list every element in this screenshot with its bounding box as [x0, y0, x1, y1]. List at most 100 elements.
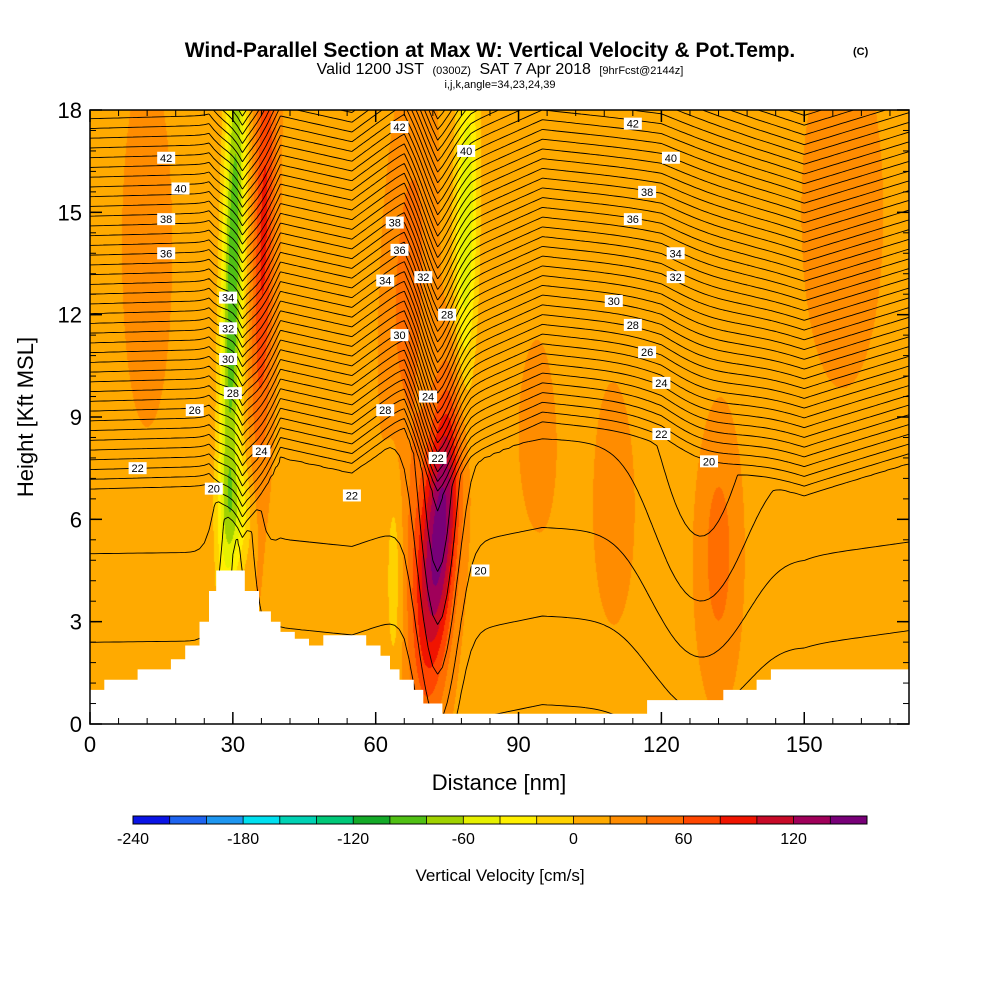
colorbar-swatch	[353, 816, 391, 824]
terrain-profile	[90, 570, 909, 724]
theta-label-text: 22	[655, 429, 667, 441]
theta-label-box	[638, 346, 657, 359]
theta-label-box	[390, 121, 409, 134]
colorbar-tick-label: -180	[227, 831, 259, 848]
theta-label-box	[390, 243, 409, 256]
chart-subtitle-grid: i,j,k,angle=34,23,24,39	[444, 79, 555, 91]
theta-label-box	[666, 247, 685, 260]
theta-contour-33.5	[90, 177, 909, 269]
theta-label: 28	[438, 308, 457, 322]
theta-label: 20	[700, 455, 719, 468]
theta-label: 38	[157, 213, 176, 226]
theta-contour-40	[213, 110, 823, 144]
theta-label-box	[638, 185, 657, 198]
colorbar-swatch	[610, 816, 648, 824]
colorbar-title: Vertical Velocity [cm/s]	[415, 866, 584, 885]
theta-contour-34	[90, 167, 909, 258]
colorbar-swatch	[133, 816, 171, 824]
colorbar-swatch	[463, 816, 501, 824]
theta-label-text: 36	[160, 248, 172, 260]
theta-label: 36	[623, 213, 642, 226]
y-axis-title: Height [Kft MSL]	[13, 337, 38, 497]
theta-label: 42	[623, 117, 642, 131]
y-tick-label: 0	[70, 712, 82, 737]
theta-label-text: 28	[379, 405, 391, 417]
colorbar-swatch	[756, 816, 795, 824]
theta-label: 30	[219, 353, 238, 366]
y-tick-label: 18	[58, 98, 82, 123]
theta-label-text: 42	[627, 119, 639, 131]
theta-label: 22	[652, 428, 671, 441]
theta-contour-32.5	[90, 197, 909, 290]
colorbar-swatch	[683, 816, 721, 824]
theta-label-box	[419, 390, 438, 403]
theta-label-text: 28	[227, 388, 239, 400]
theta-label-text: 38	[389, 218, 401, 230]
theta-label: 34	[219, 291, 238, 305]
theta-label-box	[385, 216, 404, 229]
theta-label-text: 24	[255, 446, 267, 458]
theta-label-text: 30	[393, 330, 405, 342]
x-axis-title: Distance [nm]	[432, 770, 567, 795]
theta-label: 22	[428, 451, 447, 465]
chart-title: Wind-Parallel Section at Max W: Vertical…	[185, 39, 796, 62]
theta-label: 38	[638, 185, 657, 199]
theta-contour-39	[90, 110, 886, 163]
theta-label: 34	[666, 247, 685, 260]
theta-label-box	[128, 462, 147, 475]
theta-label: 24	[419, 390, 438, 404]
theta-label-box	[623, 318, 642, 331]
theta-contour-21	[90, 421, 909, 625]
theta-label: 26	[185, 404, 204, 417]
colorbar-tick-label: 60	[675, 831, 693, 848]
theta-contour-38.5	[90, 110, 909, 172]
colorbar-swatch	[646, 816, 684, 824]
theta-contour-28	[90, 284, 909, 384]
theta-label: 34	[376, 274, 395, 288]
theta-label-box	[652, 428, 671, 441]
theta-label-text: 22	[131, 463, 143, 475]
theta-label-text: 28	[441, 310, 453, 322]
theta-label-text: 40	[665, 153, 677, 165]
theta-contour-39.5	[90, 110, 854, 153]
theta-label: 40	[661, 151, 680, 165]
theta-label: 20	[204, 482, 223, 496]
plot-area: 42 40 38 36 34 32 30 28 26 24 22 20 22 38 36 34 32 30 28 28…	[90, 110, 909, 724]
theta-label-box	[623, 213, 642, 226]
colorbar-swatch	[169, 816, 207, 824]
theta-label-box	[438, 308, 457, 321]
theta-label: 30	[390, 329, 409, 342]
theta-label: 40	[457, 144, 476, 158]
theta-label-box	[219, 353, 238, 366]
y-tick-label: 15	[58, 200, 82, 225]
x-tick-label: 60	[363, 732, 387, 757]
theta-label-box	[652, 376, 671, 389]
theta-label-box	[223, 387, 242, 400]
theta-contour-28.5	[90, 275, 909, 374]
theta-label-box	[204, 482, 223, 495]
theta-contour-36	[90, 128, 909, 217]
colorbar-swatch	[389, 816, 428, 824]
theta-label-text: 36	[627, 214, 639, 226]
theta-label-box	[157, 151, 176, 164]
theta-label-text: 38	[641, 187, 653, 199]
theta-contour-33	[90, 187, 909, 280]
x-tick-label: 150	[786, 732, 823, 757]
theta-label-text: 36	[393, 245, 405, 257]
theta-label-box	[185, 404, 204, 417]
theta-label-text: 40	[174, 183, 186, 195]
theta-contour-26.5	[90, 314, 909, 414]
theta-label-box	[666, 271, 685, 284]
colorbar-swatch	[793, 816, 831, 824]
theta-label: 24	[652, 376, 671, 390]
theta-label-text: 34	[670, 248, 682, 260]
colorbar-swatch	[243, 816, 281, 824]
theta-label: 42	[157, 151, 176, 165]
colorbar-swatch	[316, 816, 354, 824]
theta-label: 32	[219, 322, 238, 335]
chart-title-mark: (C)	[853, 46, 869, 58]
colorbar-swatch	[279, 816, 317, 824]
x-tick-label: 90	[506, 732, 530, 757]
theta-label-box	[376, 404, 395, 417]
